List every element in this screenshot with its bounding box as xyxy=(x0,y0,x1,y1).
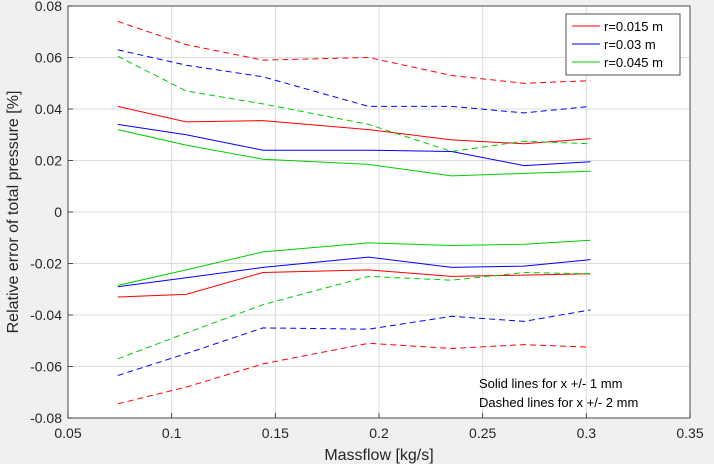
legend-label-r0015: r=0.015 m xyxy=(604,19,663,34)
y-tick-label: 0.02 xyxy=(35,153,62,169)
y-tick-label: -0.08 xyxy=(30,410,62,426)
legend-label-r0045: r=0.045 m xyxy=(604,55,663,70)
series-line-6 xyxy=(117,49,591,114)
y-tick-label: -0.04 xyxy=(30,307,62,323)
x-tick-label: 0.35 xyxy=(676,425,703,441)
legend-label-r003: r=0.03 m xyxy=(604,37,656,52)
y-tick-label: -0.06 xyxy=(30,359,62,375)
y-tick-label: -0.02 xyxy=(30,256,62,272)
series-line-8 xyxy=(117,129,591,177)
x-tick-label: 0.1 xyxy=(162,425,182,441)
y-tick-label: 0.06 xyxy=(35,50,62,66)
series-line-9 xyxy=(117,239,591,286)
y-tick-label: 0.04 xyxy=(35,101,62,117)
series-line-5 xyxy=(117,256,591,288)
series-line-2 xyxy=(117,20,591,84)
x-axis-label: Massflow [kg/s] xyxy=(324,447,433,464)
y-tick-label: 0 xyxy=(54,204,62,220)
series-line-0 xyxy=(117,105,591,145)
y-axis-label: Relative error of total pressure [%] xyxy=(5,91,22,334)
x-tick-label: 0.05 xyxy=(54,425,81,441)
series-line-10 xyxy=(117,55,591,153)
annotation-dashed-lines: Dashed lines for x +/- 2 mm xyxy=(479,395,638,410)
y-tick-label: 0.08 xyxy=(35,0,62,14)
legend: r=0.015 m r=0.03 m r=0.045 m xyxy=(565,13,681,76)
annotation-solid-lines: Solid lines for x +/- 1 mm xyxy=(479,376,622,391)
x-tick-label: 0.2 xyxy=(369,425,389,441)
ticks: 0.05 0.1 0.15 0.2 0.25 0.3 0.35 -0.08 -0.06 -0.04… xyxy=(30,0,704,441)
x-tick-label: 0.15 xyxy=(262,425,289,441)
series-line-11 xyxy=(117,271,591,360)
series-layer xyxy=(117,20,591,405)
series-line-1 xyxy=(117,269,591,298)
series-line-7 xyxy=(117,309,591,376)
series-line-3 xyxy=(117,342,591,405)
x-tick-label: 0.25 xyxy=(469,425,496,441)
x-tick-label: 0.3 xyxy=(577,425,597,441)
series-line-4 xyxy=(117,123,591,167)
